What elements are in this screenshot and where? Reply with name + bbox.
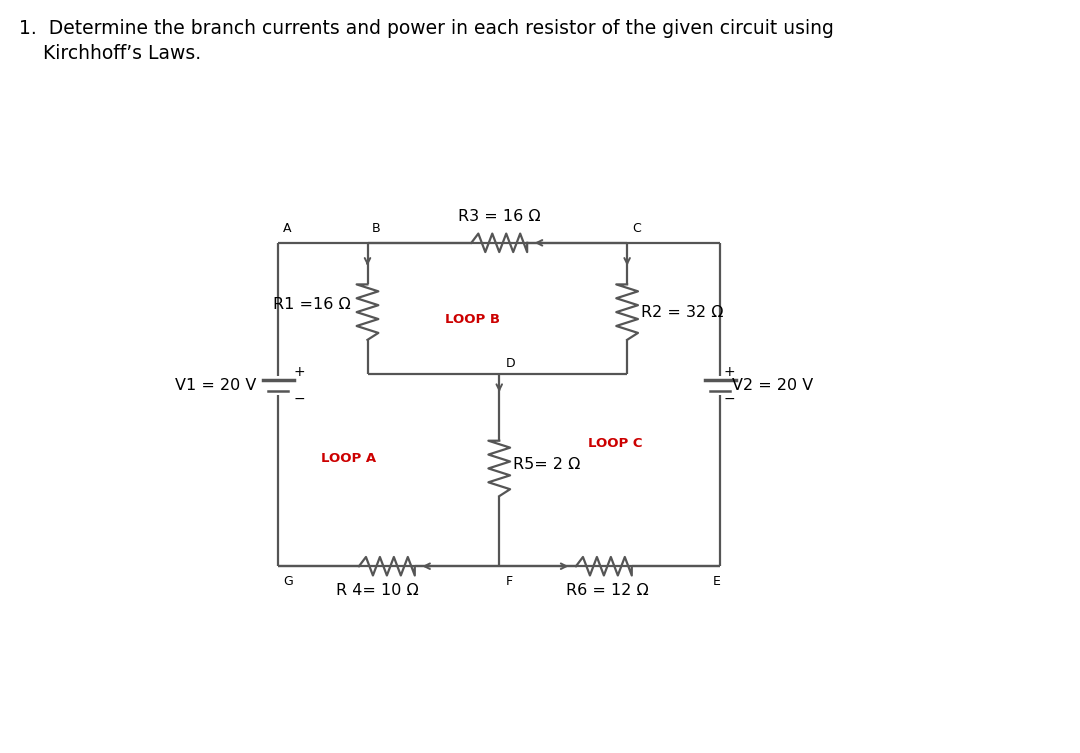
Text: F: F — [505, 575, 513, 588]
Text: A: A — [283, 222, 292, 235]
Text: LOOP A: LOOP A — [321, 452, 376, 465]
Text: R 4= 10 Ω: R 4= 10 Ω — [336, 583, 419, 598]
Text: −: − — [294, 392, 306, 406]
Text: V2 = 20 V: V2 = 20 V — [732, 378, 813, 393]
Text: C: C — [632, 222, 640, 235]
Text: R1 =16 Ω: R1 =16 Ω — [272, 297, 350, 312]
Text: V1 = 20 V: V1 = 20 V — [175, 378, 257, 393]
Text: LOOP B: LOOP B — [445, 313, 500, 326]
Text: +: + — [294, 365, 306, 380]
Text: E: E — [713, 575, 720, 588]
Text: R2 = 32 Ω: R2 = 32 Ω — [642, 305, 724, 319]
Text: R3 = 16 Ω: R3 = 16 Ω — [458, 209, 541, 224]
Text: −: − — [724, 392, 735, 406]
Text: R6 = 12 Ω: R6 = 12 Ω — [566, 583, 649, 598]
Text: +: + — [724, 365, 735, 380]
Text: Kirchhoff’s Laws.: Kirchhoff’s Laws. — [19, 44, 202, 62]
Text: R5= 2 Ω: R5= 2 Ω — [513, 457, 581, 472]
Text: G: G — [283, 575, 293, 588]
Text: 1.  Determine the branch currents and power in each resistor of the given circui: 1. Determine the branch currents and pow… — [19, 19, 835, 38]
Text: D: D — [505, 357, 515, 370]
Text: B: B — [373, 222, 381, 235]
Text: LOOP C: LOOP C — [589, 437, 643, 450]
